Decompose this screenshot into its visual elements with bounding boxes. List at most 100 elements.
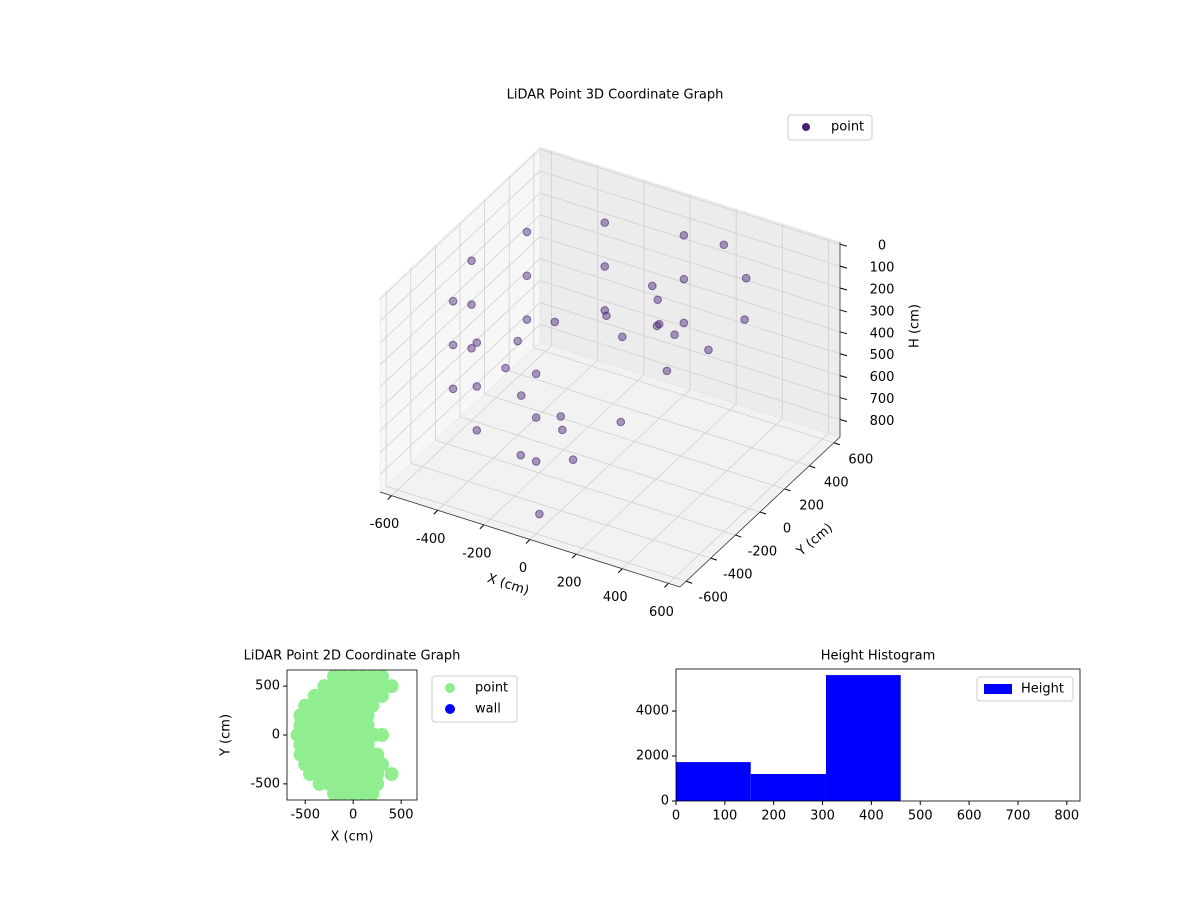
point bbox=[327, 679, 342, 694]
tick-mark bbox=[839, 287, 848, 291]
point bbox=[293, 737, 308, 752]
x-tick-label: 200 bbox=[761, 809, 786, 824]
grid-line bbox=[539, 214, 841, 311]
point bbox=[336, 679, 351, 694]
point bbox=[360, 767, 375, 782]
y-tick-label: 0 bbox=[272, 728, 280, 743]
z-tick-label: 500 bbox=[870, 348, 895, 363]
tick-mark bbox=[784, 488, 791, 492]
tick-mark bbox=[839, 265, 848, 269]
point bbox=[322, 708, 337, 723]
point bbox=[472, 425, 482, 435]
point bbox=[600, 262, 610, 271]
point bbox=[679, 318, 689, 328]
point bbox=[653, 295, 662, 305]
grid-line bbox=[379, 302, 541, 453]
tick-mark bbox=[839, 375, 848, 379]
legend-marker bbox=[445, 683, 455, 693]
y-tick-label: 4000 bbox=[636, 704, 669, 719]
point bbox=[312, 737, 327, 752]
point bbox=[365, 679, 380, 694]
point bbox=[293, 708, 308, 723]
point bbox=[341, 708, 356, 723]
point bbox=[535, 509, 544, 519]
point bbox=[556, 412, 566, 421]
grid-line bbox=[379, 258, 541, 410]
x-tick-label: 0 bbox=[672, 809, 680, 824]
x-tick-label: 400 bbox=[603, 590, 628, 605]
point bbox=[322, 737, 337, 752]
point bbox=[618, 332, 627, 342]
grid-line bbox=[484, 393, 785, 490]
point bbox=[740, 315, 749, 324]
z-tick-label: 200 bbox=[870, 283, 895, 298]
x-tick-label: 100 bbox=[712, 809, 737, 824]
point bbox=[522, 227, 532, 237]
y-tick-label: -500 bbox=[250, 776, 280, 791]
y-tick-label: 200 bbox=[799, 498, 824, 513]
point bbox=[384, 767, 399, 782]
grid-line bbox=[539, 302, 841, 398]
point bbox=[531, 369, 541, 379]
grid-line bbox=[509, 370, 810, 467]
legend-marker bbox=[445, 704, 455, 714]
point bbox=[346, 679, 361, 694]
point bbox=[616, 417, 626, 427]
point bbox=[719, 240, 729, 250]
y-tick-label: 0 bbox=[783, 522, 791, 537]
point bbox=[448, 340, 458, 350]
tick-mark bbox=[839, 397, 848, 401]
x-tick-label: 200 bbox=[557, 576, 582, 591]
point bbox=[648, 281, 657, 291]
z-tick-label: 100 bbox=[870, 261, 895, 276]
point bbox=[370, 767, 385, 782]
grid-line bbox=[410, 462, 711, 559]
point bbox=[317, 679, 332, 694]
point bbox=[704, 345, 713, 355]
point bbox=[467, 256, 476, 266]
z-tick-label: 400 bbox=[870, 326, 895, 341]
chart-title: Height Histogram bbox=[821, 649, 936, 664]
point bbox=[331, 737, 346, 752]
x-tick-label: 700 bbox=[1006, 809, 1031, 824]
point bbox=[355, 688, 370, 703]
tick-mark bbox=[735, 534, 742, 538]
point bbox=[741, 273, 751, 283]
x-tick-label: -500 bbox=[290, 808, 320, 823]
tick-mark bbox=[433, 509, 439, 515]
point bbox=[513, 336, 522, 346]
point bbox=[331, 767, 346, 782]
tick-mark bbox=[617, 568, 623, 574]
point bbox=[365, 786, 380, 800]
y-tick-label: 2000 bbox=[636, 749, 669, 764]
bar bbox=[750, 774, 826, 801]
point bbox=[312, 776, 327, 791]
x-tick-label: 600 bbox=[649, 605, 674, 620]
grid-line bbox=[379, 192, 541, 344]
bar bbox=[676, 762, 751, 801]
point bbox=[350, 767, 365, 782]
tick-mark bbox=[685, 580, 693, 584]
point bbox=[531, 413, 541, 422]
grid-line bbox=[379, 214, 541, 366]
point bbox=[331, 708, 346, 723]
tick-mark bbox=[839, 243, 848, 247]
point bbox=[317, 688, 332, 703]
point bbox=[448, 384, 458, 394]
z-tick-label: 700 bbox=[870, 392, 895, 407]
tick-mark bbox=[664, 582, 669, 588]
point bbox=[374, 679, 389, 694]
point bbox=[531, 457, 541, 466]
point bbox=[327, 688, 342, 703]
x-tick-label: 300 bbox=[810, 809, 835, 824]
grid-line bbox=[539, 236, 841, 333]
chart-title: LiDAR Point 3D Coordinate Graph bbox=[507, 88, 724, 103]
point bbox=[303, 767, 318, 782]
grid-line bbox=[539, 170, 841, 267]
point bbox=[322, 767, 337, 782]
point bbox=[374, 688, 389, 703]
tick-mark bbox=[571, 553, 577, 559]
point bbox=[472, 338, 482, 347]
tick-mark bbox=[387, 495, 392, 501]
point bbox=[350, 737, 365, 752]
